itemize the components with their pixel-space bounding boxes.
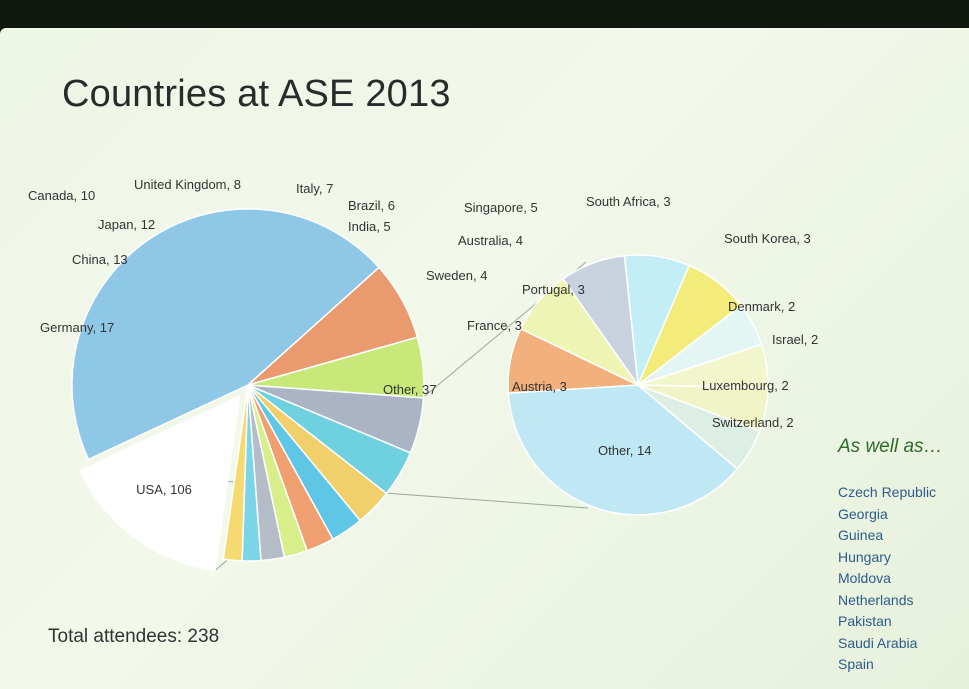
total-attendees: Total attendees: 238 xyxy=(48,626,220,647)
main-label-germany: Germany, 17 xyxy=(40,320,114,335)
sub-label-portugal: Portugal, 3 xyxy=(522,282,585,297)
main-label-singapore: Singapore, 5 xyxy=(464,200,538,215)
main-pie xyxy=(71,208,425,572)
main-label-usa: USA, 106 xyxy=(136,482,192,497)
main-label-india: India, 5 xyxy=(348,219,391,234)
main-slice-other xyxy=(79,394,241,572)
main-label-united-kingdom: United Kingdom, 8 xyxy=(134,177,241,192)
sub-label-south-korea: South Korea, 3 xyxy=(724,231,811,246)
also-country: Hungary xyxy=(838,548,891,565)
main-label-sweden: Sweden, 4 xyxy=(426,268,487,283)
sub-slice-portugal xyxy=(562,254,640,388)
main-slice-sweden xyxy=(222,384,249,562)
main-label-brazil: Brazil, 6 xyxy=(348,198,395,213)
slice-labels: USA, 106 Germany, 17 China, 13 Japan, 12Can… xyxy=(28,177,818,497)
chart-title: Countries at ASE 2013 xyxy=(62,73,451,115)
also-country: Czech Republic xyxy=(838,484,937,500)
main-slice-usa xyxy=(71,208,381,461)
other-breakdown-pie xyxy=(507,254,769,516)
main-label-china: China, 13 xyxy=(72,252,128,267)
main-label-other: Other, 37 xyxy=(383,382,436,397)
also-country: Moldova xyxy=(838,570,891,586)
sub-label-denmark: Denmark, 2 xyxy=(728,299,795,314)
sub-slice-other xyxy=(507,384,739,516)
main-label-canada: Canada, 10 xyxy=(28,188,95,203)
sub-label-france: France, 3 xyxy=(467,318,522,333)
also-country: Pakistan xyxy=(838,613,892,629)
main-label-japan: Japan, 12 xyxy=(98,217,155,232)
sub-label-other: Other, 14 xyxy=(598,443,651,458)
also-country: Netherlands xyxy=(838,591,914,608)
sub-label-south-africa: South Africa, 3 xyxy=(586,194,671,209)
also-country: Saudi Arabia xyxy=(838,634,918,651)
also-country-list: Czech Republic Georgia Guinea Hungary Mo… xyxy=(838,482,936,676)
sub-label-luxembourg: Luxembourg, 2 xyxy=(702,378,789,393)
main-label-italy: Italy, 7 xyxy=(296,181,333,196)
sub-label-austria: Austria, 3 xyxy=(512,379,567,394)
sub-label-switzerland: Switzerland, 2 xyxy=(712,415,794,430)
also-heading: As well as… xyxy=(838,436,943,457)
also-country: Guinea xyxy=(838,527,884,543)
also-country: Georgia xyxy=(838,505,888,522)
slide: USA, 106 Germany, 17 China, 13 Japan, 12 Can… xyxy=(0,28,969,689)
sub-label-israel: Israel, 2 xyxy=(772,332,818,347)
main-label-australia: Australia, 4 xyxy=(458,233,523,248)
pie-chart: USA, 106 Germany, 17 China, 13 Japan, 12Can… xyxy=(28,177,818,572)
also-country: Spain xyxy=(838,656,874,672)
